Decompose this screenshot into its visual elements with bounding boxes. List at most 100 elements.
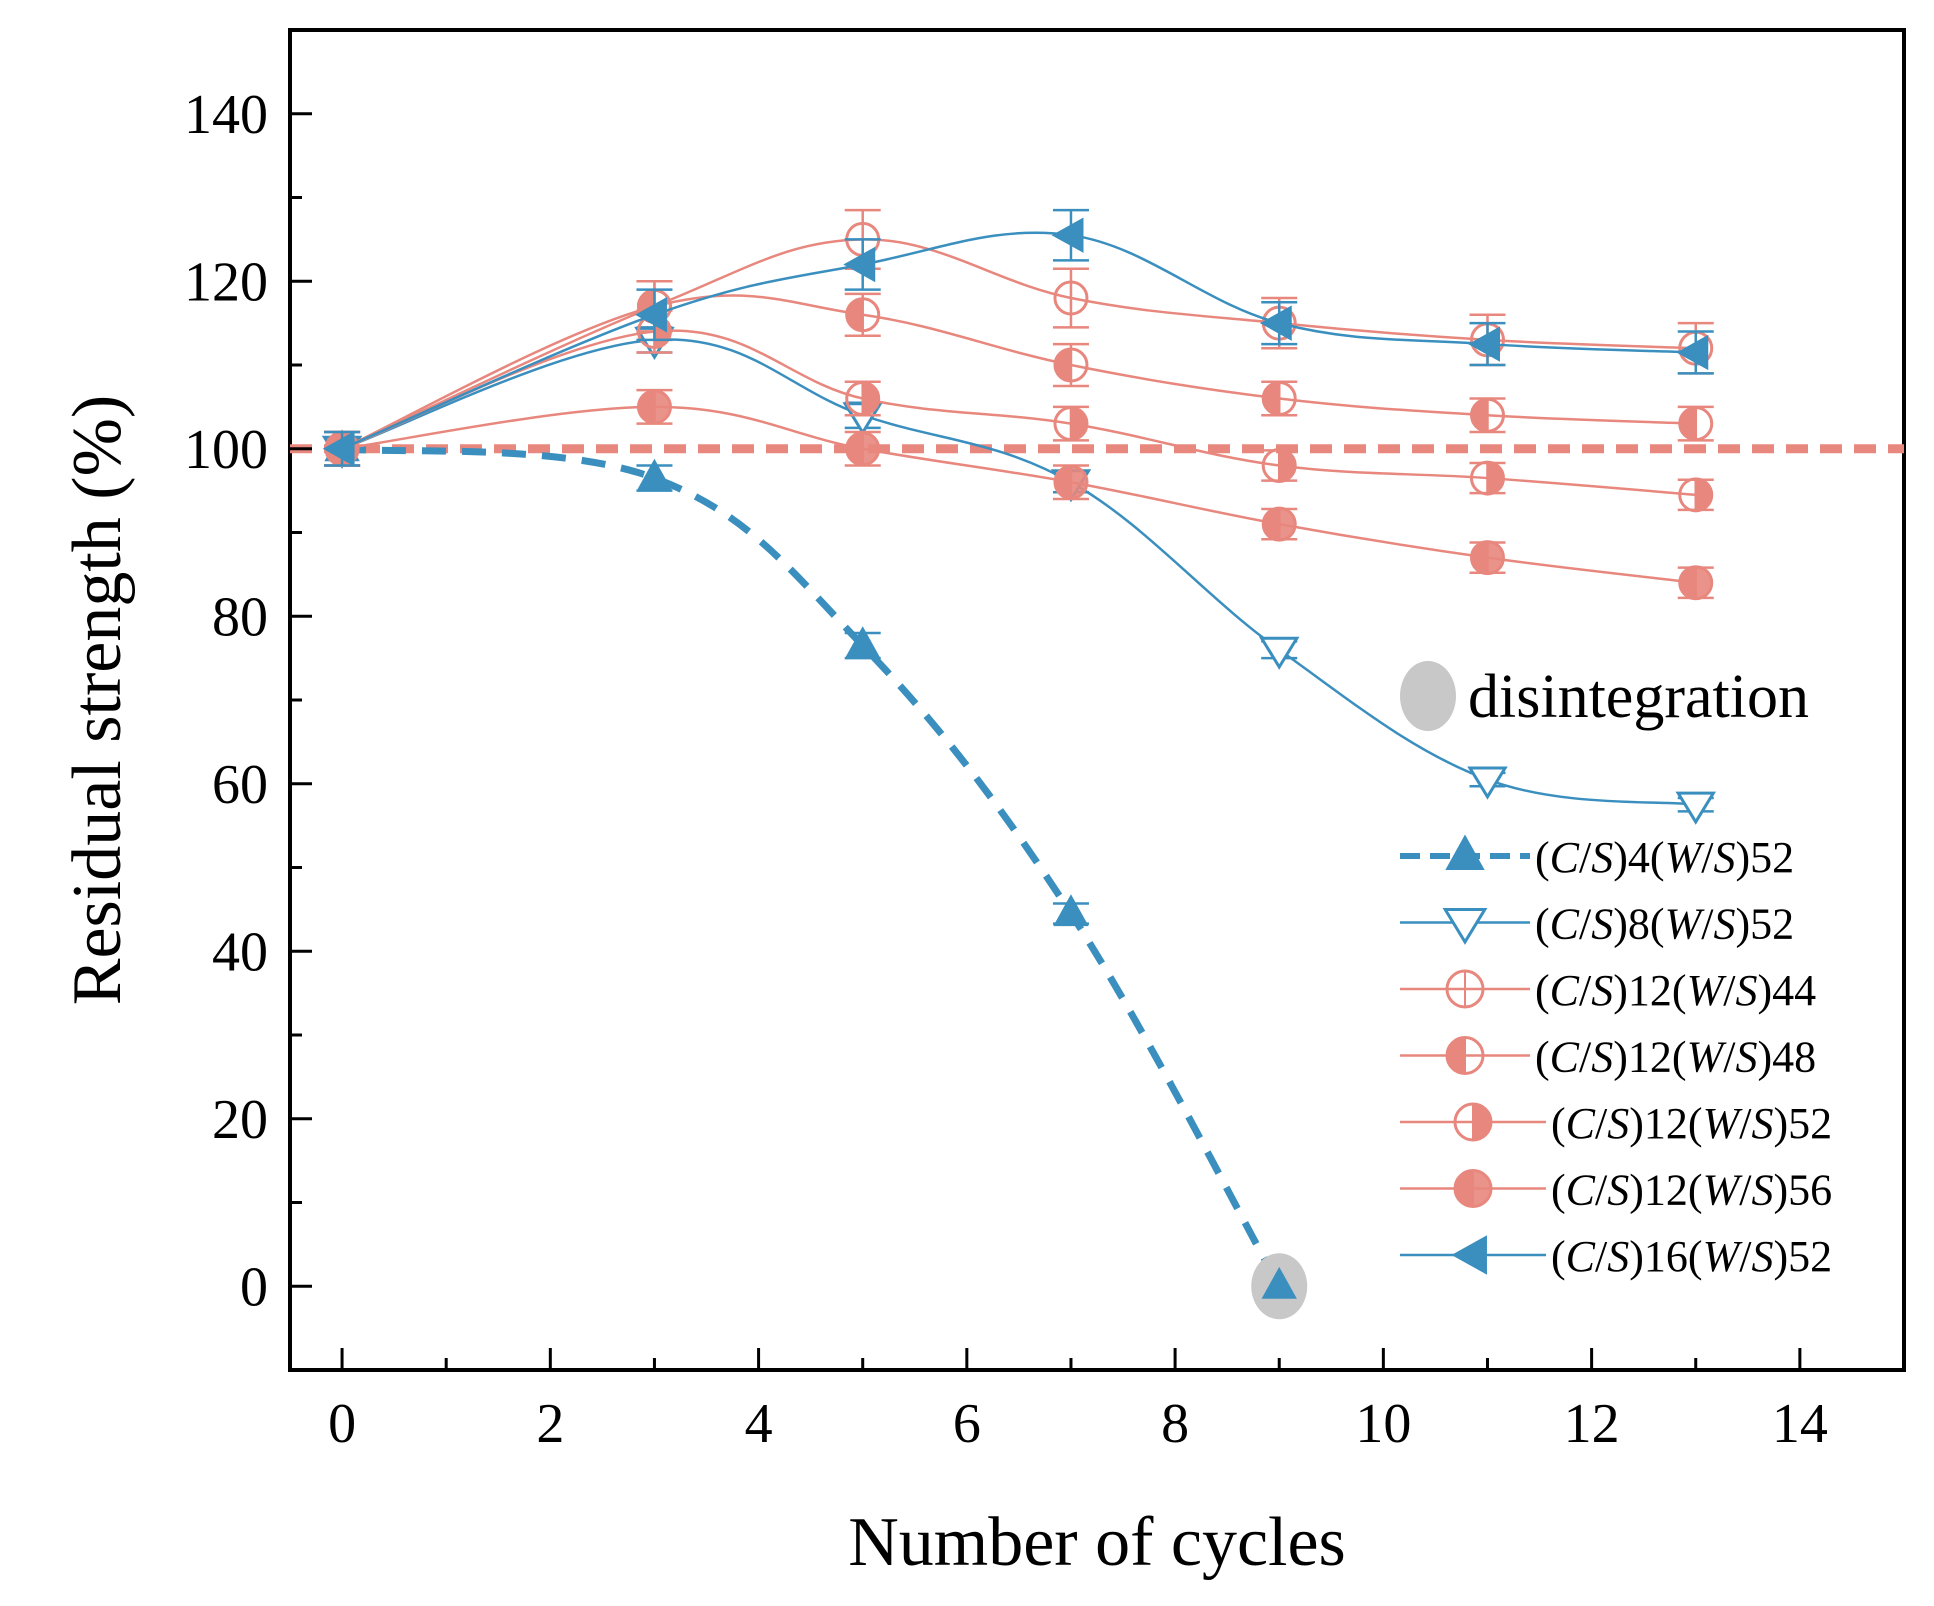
data-point-fill-right: [1487, 541, 1504, 574]
legend-label-part: /: [1595, 1166, 1608, 1215]
legend-label-part: /: [1579, 900, 1592, 949]
data-point-shape: [1467, 766, 1508, 800]
legend-label-part: S: [1607, 1232, 1629, 1281]
legend-label-part: /: [1579, 1033, 1592, 1082]
legend-marker: [1451, 1235, 1487, 1275]
data-point: [636, 389, 672, 425]
data-point-fill-right: [1279, 508, 1296, 541]
data-point: [1469, 397, 1505, 433]
data-point-fill: [1054, 466, 1071, 499]
x-axis-title: Number of cycles: [848, 1504, 1346, 1581]
legend-label: (C/S)12(W/S)48: [1535, 1033, 1816, 1082]
series-3: [324, 280, 1714, 467]
legend-label-part: )56: [1773, 1166, 1832, 1215]
legend-marker-fill-right: [1473, 1104, 1491, 1140]
legend-marker-fill: [1447, 1037, 1465, 1074]
legend-label-part: C: [1550, 900, 1580, 949]
legend-label-part: /: [1579, 966, 1592, 1015]
data-point: [1468, 326, 1501, 362]
legend-label-part: /: [1723, 966, 1736, 1015]
legend-label-part: S: [1713, 900, 1735, 949]
legend-label-part: S: [1713, 833, 1735, 882]
legend-label-part: C: [1550, 1033, 1580, 1082]
data-point-shape: [843, 246, 876, 283]
data-point: [845, 297, 881, 333]
legend-label-part: (: [1535, 833, 1550, 882]
data-point: [1261, 381, 1297, 416]
legend-label-part: W: [1703, 1099, 1743, 1148]
legend-label-part: S: [1591, 900, 1613, 949]
series-5: [324, 388, 1714, 601]
legend-label-part: W: [1703, 1166, 1743, 1215]
legend-label-part: C: [1550, 966, 1580, 1015]
legend-label-part: /: [1579, 833, 1592, 882]
data-point: [845, 626, 881, 659]
legend: (C/S)4(W/S)52(C/S)8(W/S)52(C/S)12(W/S)44…: [1400, 833, 1832, 1281]
data-point-fill-right: [862, 432, 879, 465]
data-point: [635, 297, 667, 333]
data-point: [1051, 217, 1084, 253]
legend-label-part: S: [1607, 1166, 1629, 1215]
legend-label-part: S: [1735, 966, 1757, 1015]
data-point-fill: [1471, 399, 1488, 432]
data-point-fill: [846, 432, 863, 465]
legend-label-part: )52: [1773, 1232, 1832, 1281]
legend-marker: [1453, 1169, 1493, 1208]
legend-label-part: W: [1665, 833, 1705, 882]
x-tick-label: 2: [536, 1393, 564, 1455]
data-point: [1053, 280, 1089, 316]
legend-marker-fill: [1455, 1170, 1473, 1207]
legend-label-part: /: [1701, 900, 1714, 949]
legend-label-part: )12(: [1613, 1033, 1686, 1082]
x-tick-label: 0: [328, 1393, 356, 1455]
legend-label-part: S: [1751, 1099, 1773, 1148]
data-point-fill-right: [862, 382, 879, 415]
data-point-shape: [1259, 305, 1292, 341]
data-point-shape: [1053, 894, 1089, 927]
data-point: [1261, 1266, 1297, 1299]
legend-label-part: /: [1723, 1033, 1736, 1082]
data-point-fill-right: [1487, 462, 1504, 495]
legend-label-part: (: [1551, 1166, 1566, 1215]
data-point-shape: [1258, 636, 1300, 670]
series-2: [324, 208, 1714, 467]
data-point: [1053, 347, 1089, 383]
data-point-fill: [1471, 541, 1488, 574]
disintegration-marker: [1400, 661, 1456, 731]
data-point-fill: [1263, 508, 1280, 541]
data-point: [1259, 305, 1292, 341]
series-line-0: [341, 445, 1283, 1288]
x-tick-label: 10: [1355, 1393, 1411, 1455]
data-point: [1467, 766, 1508, 800]
legend-label-part: (: [1535, 900, 1550, 949]
data-point-fill: [846, 298, 863, 331]
legend-label-part: )52: [1735, 900, 1794, 949]
legend-label: (C/S)16(W/S)52: [1551, 1232, 1832, 1281]
legend-label-part: /: [1595, 1232, 1608, 1281]
data-point: [1053, 406, 1089, 442]
legend-label-part: )12(: [1613, 966, 1686, 1015]
legend-marker: [1453, 1102, 1493, 1142]
legend-label-part: C: [1566, 1166, 1596, 1215]
series-0: [324, 429, 1308, 1320]
legend-label-part: C: [1566, 1099, 1596, 1148]
legend-marker-shape: [1442, 908, 1488, 945]
data-point-fill-right: [654, 390, 671, 423]
legend-marker: [1445, 1036, 1485, 1075]
legend-label-part: )48: [1757, 1033, 1816, 1082]
legend-label-part: )12(: [1629, 1166, 1702, 1215]
x-tick-label: 8: [1161, 1393, 1189, 1455]
legend-label-part: /: [1739, 1232, 1752, 1281]
legend-label-part: )52: [1735, 833, 1794, 882]
legend-label-part: )16(: [1629, 1232, 1702, 1281]
legend-label: (C/S)12(W/S)52: [1551, 1099, 1832, 1148]
y-axis-title: Residual strength (%): [59, 395, 136, 1005]
data-point-shape: [1468, 326, 1501, 362]
legend-label-part: /: [1701, 833, 1714, 882]
legend-label-part: /: [1739, 1166, 1752, 1215]
legend-label-part: S: [1751, 1166, 1773, 1215]
data-point-shape: [322, 431, 355, 467]
legend-label-part: W: [1687, 1033, 1727, 1082]
data-point-shape: [635, 297, 667, 333]
series-layer: [321, 208, 1717, 1320]
